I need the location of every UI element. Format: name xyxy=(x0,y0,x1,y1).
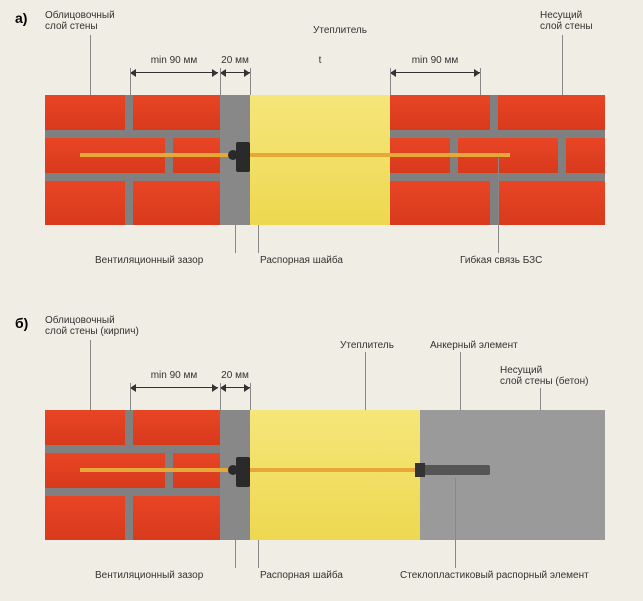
a-dim-gap-line xyxy=(220,72,250,73)
a-dim-left-embed: min 90 мм xyxy=(130,55,218,66)
a-dim-gap: 20 мм xyxy=(218,55,252,66)
panel-a: a) Облицовочныйслой стены Утеплитель Нес… xyxy=(0,0,643,300)
a-flexible-tie xyxy=(80,153,510,157)
a-label-facing: Облицовочныйслой стены xyxy=(45,10,115,32)
panel-a-tag: a) xyxy=(15,10,27,26)
a-dim-right-line xyxy=(390,72,480,73)
b-label-facing: Облицовочныйслой стены (кирпич) xyxy=(45,315,139,337)
b-dim-left-embed: min 90 мм xyxy=(130,370,218,381)
a-label-washer: Распорная шайба xyxy=(260,255,343,266)
b-dim-gap: 20 мм xyxy=(218,370,252,381)
panel-b: б) Облицовочныйслой стены (кирпич) Утепл… xyxy=(0,300,643,600)
a-washer-disc xyxy=(228,150,238,160)
b-label-insulation: Утеплитель xyxy=(340,340,394,351)
a-washer xyxy=(236,142,250,172)
b-label-gap: Вентиляционный зазор xyxy=(95,570,203,581)
b-dim-left-line xyxy=(130,387,218,388)
b-label-washer: Распорная шайба xyxy=(260,570,343,581)
a-label-insulation: Утеплитель xyxy=(300,25,380,36)
a-label-bearing: Несущийслой стены xyxy=(540,10,593,32)
a-label-tie: Гибкая связь БЗС xyxy=(460,255,542,266)
a-dim-right-embed: min 90 мм xyxy=(390,55,480,66)
a-dim-left-line xyxy=(130,72,218,73)
panel-b-tag: б) xyxy=(15,315,28,331)
b-concrete-wall xyxy=(420,410,605,540)
b-anchor-head xyxy=(415,463,425,477)
b-dim-gap-line xyxy=(220,387,250,388)
b-insulation xyxy=(250,410,420,540)
b-label-anchor: Анкерный элемент xyxy=(430,340,518,351)
a-label-gap: Вентиляционный зазор xyxy=(95,255,203,266)
a-dim-insul: t xyxy=(300,55,340,66)
b-label-bearing: Несущийслой стены (бетон) xyxy=(500,365,588,387)
b-washer xyxy=(236,457,250,487)
b-washer-disc xyxy=(228,465,238,475)
b-label-frp: Стеклопластиковый распорный элемент xyxy=(400,570,589,581)
b-flexible-tie xyxy=(80,468,430,472)
a-insulation xyxy=(250,95,390,225)
b-anchor-sleeve xyxy=(420,465,490,475)
